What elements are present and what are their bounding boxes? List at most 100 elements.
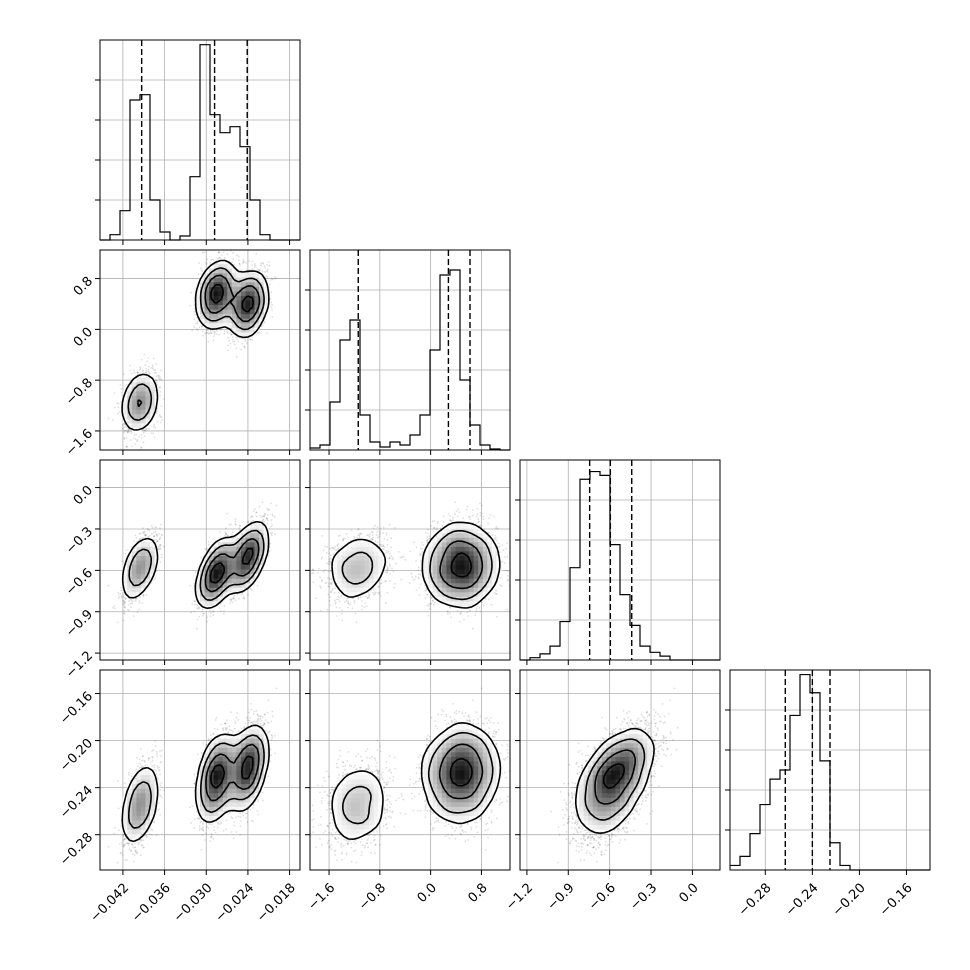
sample-point <box>130 432 133 434</box>
sample-point <box>120 400 123 403</box>
sample-point <box>270 291 273 294</box>
sample-point <box>266 518 269 521</box>
density-cell <box>222 268 228 274</box>
sample-point <box>138 435 141 438</box>
density-cell <box>131 395 137 401</box>
sample-point <box>240 269 242 272</box>
density-cell <box>209 300 215 306</box>
sample-point <box>123 429 125 432</box>
sample-point <box>193 304 196 307</box>
density-cell <box>209 272 215 278</box>
density-cell <box>136 386 142 392</box>
density-cell <box>236 322 242 328</box>
sample-point <box>134 442 137 445</box>
panel-frame <box>99 39 301 241</box>
sample-point <box>140 446 142 449</box>
density-cell <box>259 290 265 296</box>
sample-point <box>233 264 236 266</box>
sample-point <box>260 264 263 267</box>
density-cell <box>245 300 251 306</box>
sample-point <box>129 369 131 372</box>
contour-level-3 <box>121 259 270 431</box>
sample-point <box>226 331 229 334</box>
sample-point <box>209 329 212 332</box>
sample-point <box>254 266 256 269</box>
sample-point <box>238 241 240 243</box>
density-cell <box>236 281 242 287</box>
sample-point <box>251 260 254 263</box>
sample-point <box>274 278 276 280</box>
sample-point <box>152 357 155 360</box>
density-cell <box>204 295 210 301</box>
density-cell <box>222 263 228 269</box>
sample-point <box>159 421 162 424</box>
density-cell <box>218 290 224 296</box>
sample-point <box>144 364 147 367</box>
density-cell <box>222 277 228 283</box>
density-cell <box>150 400 156 406</box>
density-cell <box>122 395 128 401</box>
density-cell <box>122 400 128 406</box>
sample-point <box>153 424 156 426</box>
density-cell <box>131 381 137 387</box>
sample-point <box>142 431 145 434</box>
sample-point <box>229 332 231 335</box>
density-cell <box>213 295 219 301</box>
density-cell <box>245 295 251 301</box>
sample-point <box>223 332 226 335</box>
density-cell <box>218 318 224 324</box>
sample-point <box>155 379 157 382</box>
sample-point <box>147 365 150 368</box>
sample-point <box>140 447 143 449</box>
sample-point <box>152 425 155 428</box>
sample-point <box>211 329 214 332</box>
sample-point <box>193 318 196 321</box>
density-cell <box>209 304 215 310</box>
density-cell <box>127 390 133 396</box>
sample-point <box>249 338 251 341</box>
sample-point <box>223 330 226 333</box>
sample-point <box>227 349 230 352</box>
sample-point <box>144 429 147 432</box>
sample-point <box>232 341 234 343</box>
sample-point <box>131 445 133 448</box>
density-cell <box>136 377 142 383</box>
density-cell <box>127 422 133 428</box>
sample-point <box>143 353 146 356</box>
sample-point <box>134 438 137 441</box>
density-cell <box>240 272 246 278</box>
density-cell <box>127 404 133 410</box>
density-cell <box>227 290 233 296</box>
sample-point <box>254 264 256 267</box>
sample-point <box>195 327 198 330</box>
density-cell <box>263 295 269 301</box>
sample-point <box>271 278 274 281</box>
sample-point <box>147 368 150 371</box>
density-cell <box>236 327 242 333</box>
sample-point <box>237 340 240 343</box>
sample-point <box>218 235 220 237</box>
sample-point <box>145 368 148 370</box>
sample-point <box>160 379 163 381</box>
sample-point <box>233 340 236 343</box>
density-cell <box>136 390 142 396</box>
sample-point <box>271 315 274 318</box>
density-cell <box>140 377 146 383</box>
density-cell <box>227 281 233 287</box>
sample-point <box>210 258 213 261</box>
sample-point <box>258 268 261 271</box>
sample-point <box>190 291 193 294</box>
density-cell <box>240 281 246 287</box>
sample-point <box>136 439 139 441</box>
sample-point <box>217 251 220 254</box>
y-tick-label: −1.6 <box>63 426 96 459</box>
sample-point <box>140 434 143 436</box>
sample-point <box>159 378 162 380</box>
density-cell <box>259 318 265 324</box>
panel-0-0 <box>95 39 301 245</box>
sample-point <box>126 431 129 434</box>
sample-point <box>127 428 130 430</box>
sample-point <box>245 269 248 271</box>
density-cell <box>227 263 233 269</box>
sample-point <box>222 251 225 254</box>
